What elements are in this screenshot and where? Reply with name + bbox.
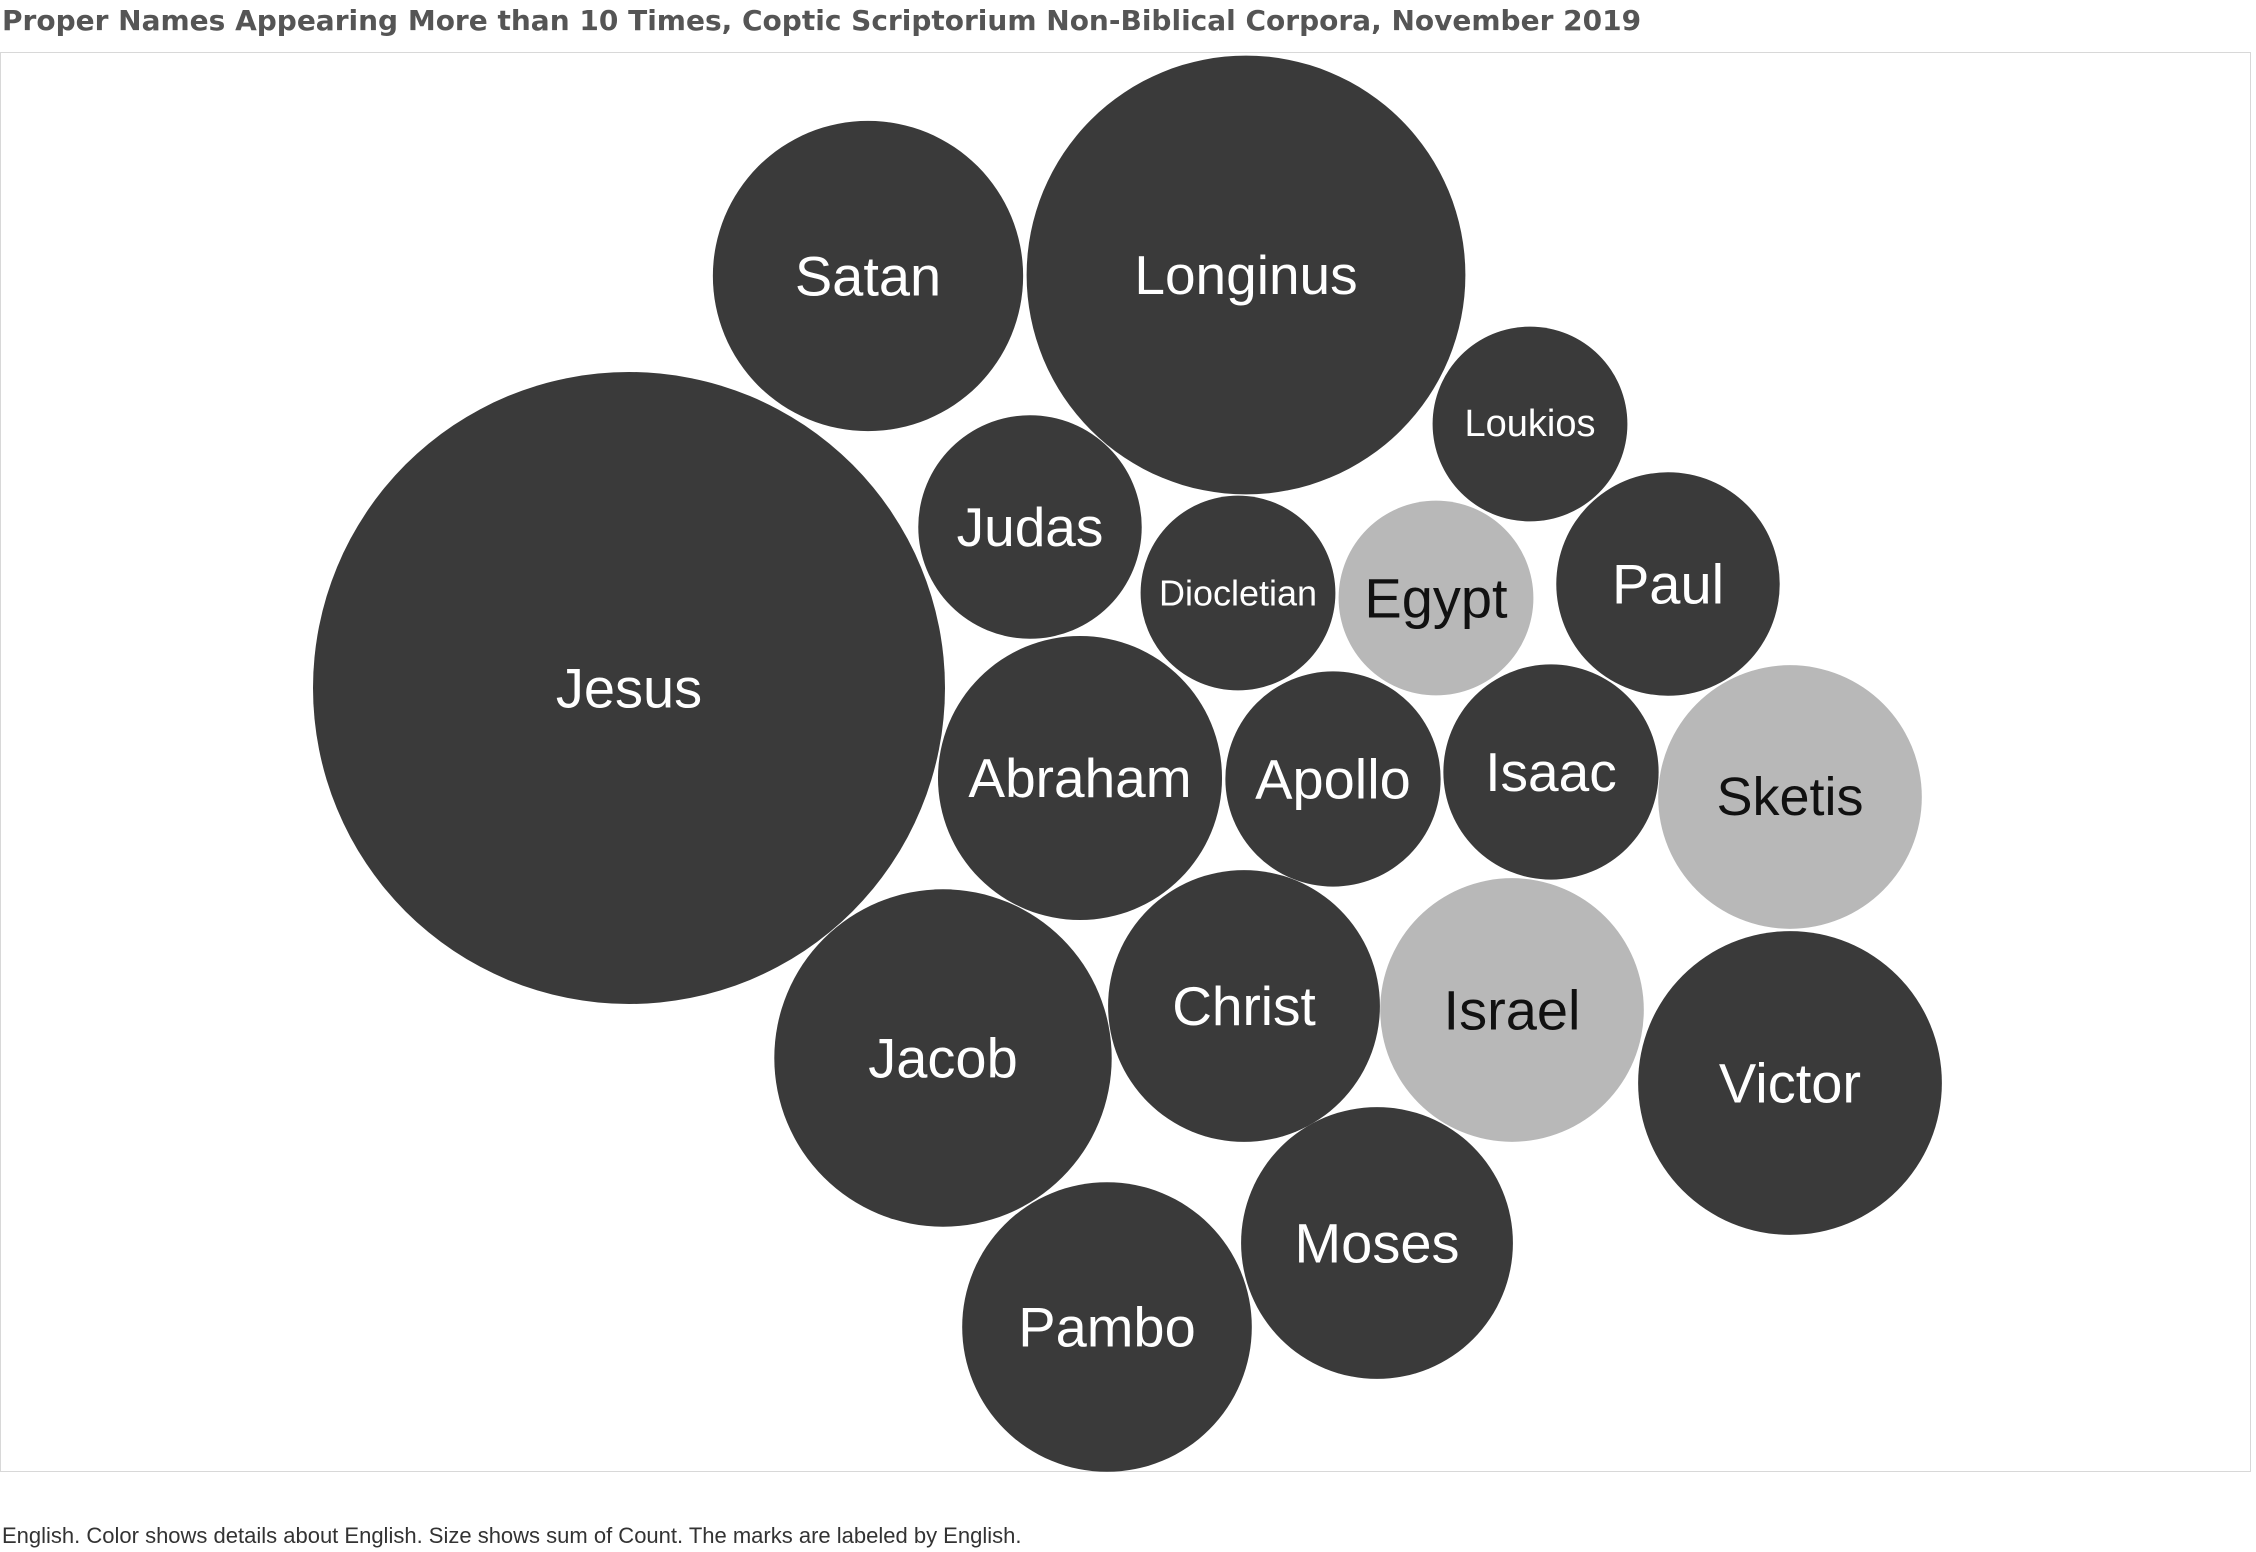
chart-title: Proper Names Appearing More than 10 Time… (2, 4, 1642, 37)
bubble-label-moses: Moses (1295, 1212, 1460, 1275)
bubble-sketis[interactable] (1658, 665, 1922, 929)
bubble-label-jesus: Jesus (556, 657, 702, 720)
bubble-label-apollo: Apollo (1255, 748, 1411, 811)
bubble-christ[interactable] (1108, 870, 1380, 1142)
bubble-apollo[interactable] (1225, 671, 1441, 887)
bubble-egypt[interactable] (1338, 500, 1534, 696)
bubble-paul[interactable] (1556, 472, 1780, 696)
bubble-label-isaac: Isaac (1485, 741, 1616, 803)
bubble-label-diocletian: Diocletian (1159, 573, 1317, 614)
bubble-abraham[interactable] (937, 635, 1223, 921)
bubble-moses[interactable] (1241, 1107, 1513, 1379)
bubble-label-abraham: Abraham (968, 747, 1191, 809)
bubble-satan[interactable] (712, 120, 1024, 432)
bubble-label-pambo: Pambo (1018, 1296, 1195, 1359)
bubble-label-paul: Paul (1612, 553, 1724, 616)
bubble-judas[interactable] (918, 415, 1142, 639)
bubble-label-israel: Israel (1444, 979, 1581, 1042)
bubble-jesus[interactable] (313, 372, 945, 1004)
bubble-label-christ: Christ (1172, 975, 1316, 1037)
bubble-label-loukios: Loukios (1465, 403, 1596, 445)
bubble-jacob[interactable] (774, 889, 1112, 1227)
bubble-label-victor: Victor (1719, 1052, 1861, 1115)
bubble-label-egypt: Egypt (1364, 567, 1508, 630)
bubble-label-jacob: Jacob (868, 1027, 1017, 1090)
bubble-longinus[interactable] (1026, 55, 1466, 495)
bubble-label-longinus: Longinus (1134, 244, 1357, 306)
bubble-pambo[interactable] (962, 1182, 1252, 1472)
bubble-diocletian[interactable] (1140, 495, 1336, 691)
plot-area (0, 52, 2251, 1472)
bubble-isaac[interactable] (1443, 664, 1659, 880)
bubble-label-judas: Judas (957, 496, 1104, 558)
bubble-loukios[interactable] (1432, 326, 1628, 522)
chart-caption: English. Color shows details about Engli… (2, 1523, 1022, 1548)
bubble-israel[interactable] (1380, 878, 1644, 1142)
bubble-label-satan: Satan (795, 245, 941, 308)
bubble-victor[interactable] (1638, 931, 1942, 1235)
bubble-label-sketis: Sketis (1716, 767, 1863, 827)
